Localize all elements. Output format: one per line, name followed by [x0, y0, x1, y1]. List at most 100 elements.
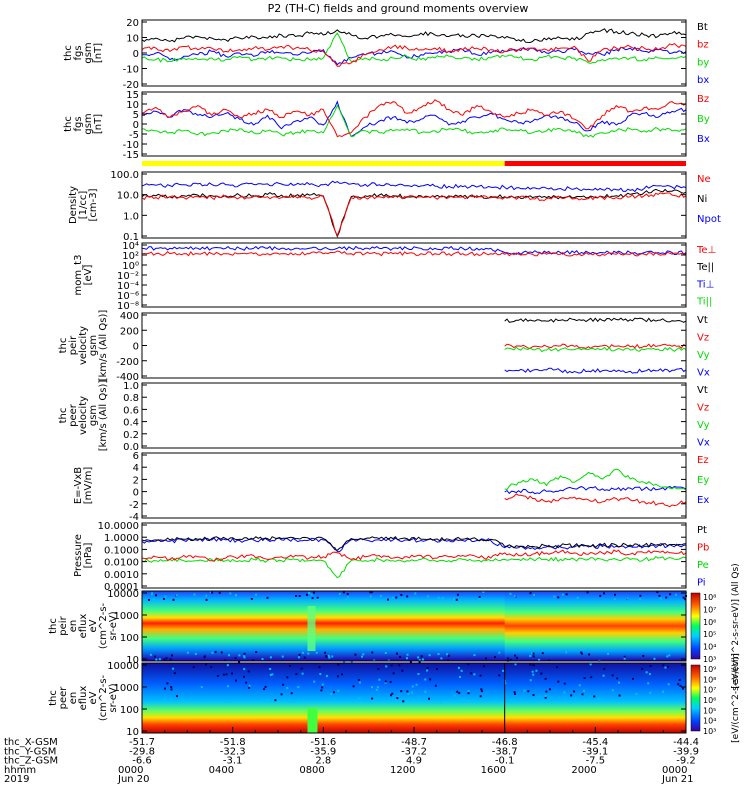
y-tick-label: 10000 [107, 589, 139, 600]
spectrogram-pixel [612, 689, 614, 691]
spectrogram-pixel [448, 655, 450, 657]
spectrogram-pixel [398, 664, 400, 666]
spectrogram-pixel [565, 651, 567, 653]
spectrogram-pixel [626, 598, 628, 600]
spectrogram-pixel [244, 653, 246, 655]
y-tick-label: 0.2 [123, 430, 139, 441]
spectrogram-pixel [354, 654, 356, 656]
spectrogram-pixel [211, 592, 213, 594]
spectrogram-pixel [428, 698, 430, 700]
x-axis-value: 0400 [209, 765, 234, 776]
spectrogram-pixel [176, 695, 178, 697]
spectrogram-pixel [155, 594, 157, 596]
spectrogram-pixel [412, 685, 414, 687]
spectrogram-pixel [682, 688, 684, 690]
series-line-Bz [142, 100, 686, 137]
spectrogram-pixel [201, 686, 203, 688]
spectrogram-pixel [535, 670, 537, 672]
spectrogram-pixel [228, 654, 230, 656]
spectrogram-pixel [427, 595, 429, 597]
spectrogram-pixel [540, 673, 542, 675]
colorbar-tick-label: 10⁴ [703, 643, 716, 652]
spectrogram-pixel [429, 654, 431, 656]
spectrogram-pixel [295, 595, 297, 597]
spectrogram-pixel [530, 592, 532, 594]
spectrogram-pixel [328, 657, 330, 659]
spectrogram-pixel [171, 654, 173, 656]
y-tick-label: 6 [133, 451, 139, 462]
spectrogram-pixel [533, 694, 535, 696]
panel-frame [142, 172, 686, 238]
legend-entry: Npot [697, 214, 721, 225]
legend-entry: Bt [697, 22, 708, 33]
spectrogram-pixel [243, 676, 245, 678]
spectrogram-pixel [557, 681, 559, 683]
spectrogram-pixel [291, 692, 293, 694]
colorbar-tick-label: 10³ [703, 727, 716, 736]
spectrogram-pixel [193, 666, 195, 668]
spectrogram-pixel [545, 697, 547, 699]
legend-entry: Vz [697, 332, 709, 343]
spectrogram-pixel [566, 593, 568, 595]
spectrogram-pixel [649, 692, 651, 694]
y-tick-label: 400 [120, 311, 139, 322]
spectrogram-pixel [399, 656, 401, 658]
x-axis-value: Jun 21 [661, 774, 694, 785]
spectrogram-pixel [359, 697, 361, 699]
spectrogram-pixel [456, 691, 458, 693]
spectrogram-pixel [483, 665, 485, 667]
spectrogram-fill [142, 663, 686, 733]
spectrogram-pixel [442, 597, 444, 599]
spectrogram-pixel [573, 690, 575, 692]
spectrogram-pixel [385, 665, 387, 667]
spectrogram-pixel [320, 689, 322, 691]
spectrogram-pixel [368, 701, 370, 703]
spectrogram-pixel [161, 598, 163, 600]
spectrogram-pixel [375, 700, 377, 702]
series-line-Vx [505, 368, 686, 373]
legend-entry: Vy [697, 350, 710, 361]
spectrogram-pixel [510, 699, 512, 701]
spectrogram-pixel [187, 652, 189, 654]
spectrogram-pixel [599, 595, 601, 597]
spectrogram-pixel [155, 659, 157, 661]
spectrogram-pixel [173, 599, 175, 601]
y-tick-label: 0.0100 [104, 558, 139, 569]
spectrogram-pixel [529, 655, 531, 657]
spectrogram-pixel [624, 658, 626, 660]
y-axis-label: [mV/m] [83, 467, 94, 505]
spectrogram-pixel [392, 597, 394, 599]
y-tick-label: -15 [123, 150, 139, 161]
spectrogram-pixel [639, 595, 641, 597]
spectrogram-pixel [282, 656, 284, 658]
y-tick-label: 0 [133, 342, 139, 353]
spectrogram-pixel [337, 675, 339, 677]
spectrogram-pixel [407, 654, 409, 656]
spectrogram-pixel [235, 680, 237, 682]
spectrogram-pixel [370, 595, 372, 597]
y-tick-label: 100 [120, 633, 139, 644]
spectrogram-pixel [325, 655, 327, 657]
legend-entry: Bz [697, 94, 709, 105]
spectrogram-pixel [337, 664, 339, 666]
legend-entry: bz [697, 40, 709, 51]
y-tick-label: 0 [133, 49, 139, 60]
y-tick-label: 4 [133, 463, 139, 474]
spectrogram-pixel [407, 693, 409, 695]
spectrogram-pixel [667, 666, 669, 668]
spectrogram-pixel [435, 685, 437, 687]
spectrogram-pixel [464, 700, 466, 702]
panel-frame [142, 383, 686, 448]
legend-entry: Pt [697, 525, 707, 536]
spectrogram-pixel [458, 667, 460, 669]
spectrogram-pixel [377, 686, 379, 688]
spectrogram-pixel [286, 687, 288, 689]
spectrogram-pixel [666, 655, 668, 657]
spectrogram-pixel [154, 656, 156, 658]
spectrogram-pixel [195, 653, 197, 655]
spectrogram-pixel [533, 653, 535, 655]
spectrogram-pixel [264, 686, 266, 688]
spectrogram-pixel [210, 666, 212, 668]
spectrogram-pixel [148, 599, 150, 601]
spectrogram-pixel [556, 666, 558, 668]
